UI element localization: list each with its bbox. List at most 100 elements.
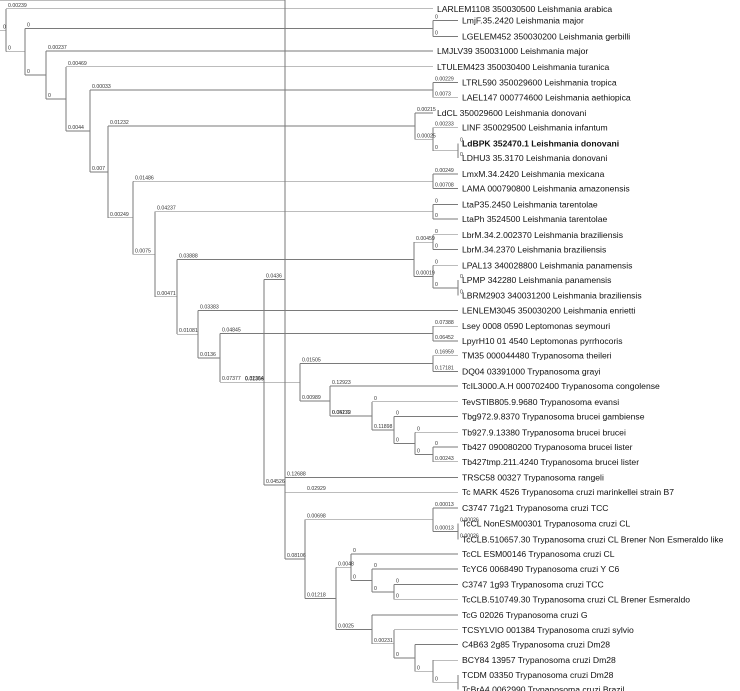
branch-length-n27: 0.0025 <box>338 623 354 629</box>
branch-length-n19: 0.11898 <box>374 424 392 430</box>
branch-length-l27: 0 <box>374 396 377 402</box>
branch-length-n14a: 0.04845 <box>222 328 241 334</box>
branch-length-n16: 0.01366 <box>245 376 264 382</box>
leaf-label-l28: Tbg972.9.8370 Trypanosoma brucei gambien… <box>462 412 645 422</box>
branch-length-n21: 0.32354 <box>245 376 264 382</box>
branch-length-l23: 0.06452 <box>435 335 454 341</box>
branch-length-n25c: 0 <box>374 586 377 592</box>
branch-length-n13: 0.01081 <box>179 328 198 334</box>
branch-length-n22: 0.04526 <box>266 479 285 485</box>
branch-length-l31: 0.00243 <box>435 456 454 462</box>
branch-length-l10: 0 <box>460 137 463 143</box>
leaf-label-l1: LARLEM1108 350030500 Leishmania arabica <box>437 4 612 14</box>
branch-length-n15: 0.07377 <box>222 376 241 382</box>
leaf-label-l4: LMJLV39 350031000 Leishmania major <box>437 46 588 56</box>
branch-length-n7: 0.01232 <box>110 120 129 126</box>
branch-length-n11a: 0.00459 <box>416 236 435 242</box>
branch-length-l3: 0 <box>435 30 438 36</box>
leaf-label-l45: TCDM 03350 Trypanosoma cruzi Dm28 <box>462 670 614 680</box>
branch-length-l11: 0 <box>460 152 463 158</box>
branch-length-n12a: 0 <box>435 282 438 288</box>
branch-length-n12: 0.00019 <box>416 271 435 277</box>
branch-length-l39: 0 <box>396 579 399 585</box>
branch-length-brucei: 0.05272 <box>332 410 351 416</box>
tree-branches <box>0 0 459 690</box>
branch-length-n20a: 0 <box>417 448 420 454</box>
branch-length-l13: 0.00708 <box>435 183 454 189</box>
leaf-label-l36: TcCLB.510657.30 Trypanosoma cruzi CL Bre… <box>462 534 724 544</box>
leaf-label-l17: LbrM.34.2370 Leishmania braziliensis <box>462 245 606 255</box>
branch-length-l19: 0 <box>460 274 463 280</box>
branch-length-n16a: 0.01505 <box>302 358 321 364</box>
leaf-label-l15: LtaPh 3524500 Leishmania tarentolae <box>462 214 607 224</box>
branch-length-l20: 0 <box>460 290 463 296</box>
branch-length-l37: 0 <box>353 548 356 554</box>
leaf-label-l32: TRSC58 00327 Trypanosoma rangeli <box>462 472 604 482</box>
leaf-label-l10: LdBPK 352470.1 Leishmania donovani <box>462 138 619 148</box>
leaf-label-l31: Tb427tmp.211.4240 Trypanosoma brucei lis… <box>462 457 639 467</box>
leaf-label-l23: LpyrH10 01 4540 Leptomonas pyrrhocoris <box>462 336 623 346</box>
leaf-label-l38: TcYC6 0068490 Trypanosoma cruzi Y C6 <box>462 564 620 574</box>
branch-length-l38: 0 <box>374 563 377 569</box>
branch-length-n23: 0.0436 <box>266 274 282 280</box>
leaf-label-l30: Tb427 090080200 Trypanosoma brucei liste… <box>462 442 633 452</box>
branch-length-n4: 0 <box>48 93 51 99</box>
branch-length-n9a: 0.04237 <box>157 206 176 212</box>
leaf-label-l12: LmxM.34.2420 Leishmania mexicana <box>462 169 605 179</box>
leaf-label-l14: LtaP35.2450 Leishmania tarentolae <box>462 199 598 209</box>
leaf-label-l2: LmjF.35.2420 Leishmania major <box>462 16 584 26</box>
leaf-label-l20: LBRM2903 340031200 Leishmania braziliens… <box>462 291 642 301</box>
branch-length-l2: 0 <box>435 15 438 21</box>
branch-length-l1: 0.00239 <box>8 3 27 9</box>
branch-length-n5a: 0.00033 <box>92 84 111 90</box>
leaf-label-l29: Tb927.9.13380 Trypanosoma brucei brucei <box>462 427 626 437</box>
branch-length-l34: 0.00013 <box>435 502 454 508</box>
branch-length-n9: 0.0075 <box>135 248 151 254</box>
branch-length-l17: 0 <box>435 244 438 250</box>
leaf-label-l5: LTULEM423 350030400 Leishmania turanica <box>437 62 610 72</box>
leaf-label-l41: TcG 02026 Trypanosoma cruzi G <box>462 610 588 620</box>
branch-length-l24: 0.16959 <box>435 350 454 356</box>
leaf-label-l43: C4B63 2g85 Trypanosoma cruzi Dm28 <box>462 640 610 650</box>
branch-length-n20: 0 <box>396 437 399 443</box>
leaf-labels: LARLEM1108 350030500 Leishmania arabica L… <box>437 4 724 691</box>
branch-length-n25b: 0 <box>353 574 356 580</box>
branch-length-n28: 0.00231 <box>374 638 393 644</box>
leaf-label-l33: Tc MARK 4526 Trypanosoma cruzi marinkell… <box>462 487 674 497</box>
branch-length-root: 0 <box>3 24 6 30</box>
leaf-label-l8: LdCL 350029600 Leishmania donovani <box>437 108 586 118</box>
leaf-label-l44: BCY84 13957 Trypanosoma cruzi Dm28 <box>462 655 616 665</box>
leaf-label-l9: LINF 350029500 Leishmania infantum <box>462 123 608 133</box>
branch-length-l25: 0.17181 <box>435 365 454 371</box>
branch-length-l9: 0.00233 <box>435 122 454 128</box>
leaf-label-l40: TcCLB.510749.30 Trypanosoma cruzi CL Bre… <box>462 594 690 604</box>
branch-length-n8a: 0.01486 <box>135 175 154 181</box>
branch-length-rangeli: 0.12688 <box>287 471 306 477</box>
branch-length-n11: 0.03888 <box>179 253 198 259</box>
branch-length-n24b: 0.00013 <box>435 526 454 532</box>
leaf-label-l21: LENLEM3045 350030200 Leishmania enrietti <box>462 305 636 315</box>
branch-length-l7: 0.0073 <box>435 91 451 97</box>
branch-length-l29: 0 <box>417 426 420 432</box>
branch-length-l12: 0.00249 <box>435 168 454 174</box>
branch-length-l5: 0.00469 <box>68 61 87 67</box>
branch-length-n7a: 0.00025 <box>417 133 436 139</box>
branch-length-l36: 0.00026 <box>460 533 479 539</box>
leaf-label-l22: Lsey 0008 0590 Leptomonas seymouri <box>462 321 610 331</box>
branch-length-l15: 0 <box>435 213 438 219</box>
leaf-label-l39: C3747 1g93 Trypanosoma cruzi TCC <box>462 580 604 590</box>
branch-length-l8: 0.00215 <box>417 107 436 113</box>
branch-length-n2a: 0 <box>27 22 30 28</box>
branch-length-n2: 0 <box>8 46 11 52</box>
branch-length-n24a: 0.00698 <box>307 514 326 520</box>
branch-length-n8: 0.00249 <box>110 212 129 218</box>
branch-length-l6: 0.00229 <box>435 77 454 83</box>
leaf-label-l18: LPAL13 340028800 Leishmania panamensis <box>462 260 632 270</box>
branch-length-n14: 0.0136 <box>200 352 216 358</box>
leaf-label-l25: DQ04 03391000 Trypanosoma grayi <box>462 366 601 376</box>
leaf-label-l7: LAEL147 000774600 Leishmania aethiopica <box>462 92 631 102</box>
branch-length-labels: 0 0.00239 0 0 0 0 0 0.00237 0 0.00469 0.0044 0.0003… <box>3 3 479 683</box>
branch-length-l16: 0 <box>435 229 438 235</box>
leaf-label-l24: TM35 000044480 Trypanosoma theileri <box>462 351 612 361</box>
